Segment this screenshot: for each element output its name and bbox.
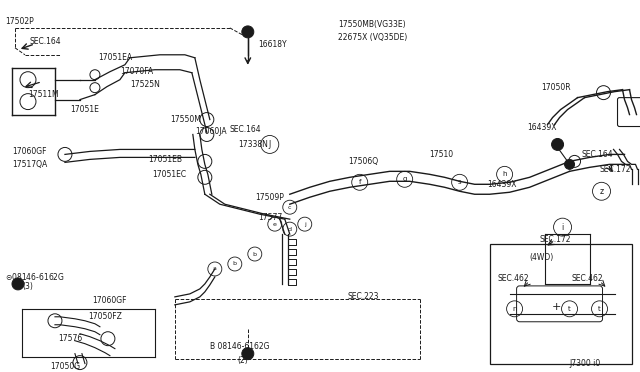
Text: +: +	[552, 302, 561, 312]
Text: 17511M: 17511M	[28, 90, 59, 99]
Text: 17060GF: 17060GF	[12, 147, 47, 156]
Text: e: e	[273, 222, 276, 227]
Text: 16439X: 16439X	[527, 123, 557, 132]
Text: d: d	[288, 227, 292, 232]
FancyBboxPatch shape	[516, 286, 602, 322]
Text: 17509P: 17509P	[255, 193, 284, 202]
Text: h: h	[502, 171, 507, 177]
Text: 17550MB(VG33E): 17550MB(VG33E)	[338, 20, 405, 29]
Text: a: a	[213, 266, 217, 272]
Text: 22675X (VQ35DE): 22675X (VQ35DE)	[338, 33, 407, 42]
Text: B 08146-6162G: B 08146-6162G	[210, 342, 269, 351]
Text: SEC.164: SEC.164	[230, 125, 262, 134]
Text: g: g	[403, 176, 407, 182]
Text: 17070FA: 17070FA	[120, 67, 153, 76]
Text: n: n	[513, 306, 517, 312]
Text: SEC.462: SEC.462	[572, 275, 603, 283]
Text: 17060GF: 17060GF	[92, 296, 127, 305]
Text: 17338N: 17338N	[238, 140, 268, 149]
Text: (4WD): (4WD)	[529, 253, 554, 262]
Circle shape	[552, 138, 564, 150]
Text: SEC.172: SEC.172	[600, 165, 631, 174]
Text: 17051EA: 17051EA	[98, 53, 132, 62]
Text: J7300 i0: J7300 i0	[570, 359, 601, 368]
Text: t: t	[598, 306, 601, 312]
FancyBboxPatch shape	[490, 244, 632, 363]
Circle shape	[564, 159, 575, 169]
Text: f: f	[358, 179, 361, 185]
Text: 17502P: 17502P	[5, 17, 34, 26]
Text: j: j	[304, 222, 306, 227]
Text: c: c	[288, 205, 292, 210]
Text: 17550M: 17550M	[170, 115, 201, 124]
Circle shape	[242, 26, 254, 38]
Text: SEC.164: SEC.164	[30, 37, 61, 46]
Text: 17506Q: 17506Q	[348, 157, 378, 166]
Text: 16439X: 16439X	[488, 180, 517, 189]
Text: (2): (2)	[238, 356, 248, 365]
Text: i: i	[561, 222, 564, 232]
Text: SEC.172: SEC.172	[540, 235, 571, 244]
Text: 17050G: 17050G	[50, 362, 80, 371]
Circle shape	[12, 278, 24, 290]
Text: b: b	[253, 251, 257, 257]
Text: 17051EB: 17051EB	[148, 155, 182, 164]
Text: 17517QA: 17517QA	[12, 160, 47, 169]
Text: t: t	[568, 306, 571, 312]
Text: 16618Y: 16618Y	[258, 40, 287, 49]
Text: 17510: 17510	[429, 150, 454, 159]
FancyBboxPatch shape	[618, 97, 640, 126]
Text: 17525N: 17525N	[130, 80, 160, 89]
Text: 17060JA: 17060JA	[195, 127, 227, 136]
Text: 17051EC: 17051EC	[152, 170, 186, 179]
Text: 17050R: 17050R	[541, 83, 572, 92]
Circle shape	[242, 348, 254, 360]
Text: SEC.462: SEC.462	[498, 275, 529, 283]
Text: 17577: 17577	[258, 213, 282, 222]
Text: 17050FZ: 17050FZ	[88, 312, 122, 321]
Text: b: b	[233, 262, 237, 266]
Text: 17576: 17576	[58, 334, 82, 343]
Text: J: J	[269, 140, 271, 149]
Text: SEC.164: SEC.164	[582, 150, 613, 159]
Text: SEC.223: SEC.223	[348, 292, 380, 301]
Text: z: z	[600, 187, 604, 196]
Text: (3): (3)	[22, 282, 33, 291]
Text: $\circleddash$08146-6162G: $\circleddash$08146-6162G	[5, 272, 65, 282]
Text: s: s	[458, 179, 461, 185]
Text: 17051E: 17051E	[70, 105, 99, 114]
